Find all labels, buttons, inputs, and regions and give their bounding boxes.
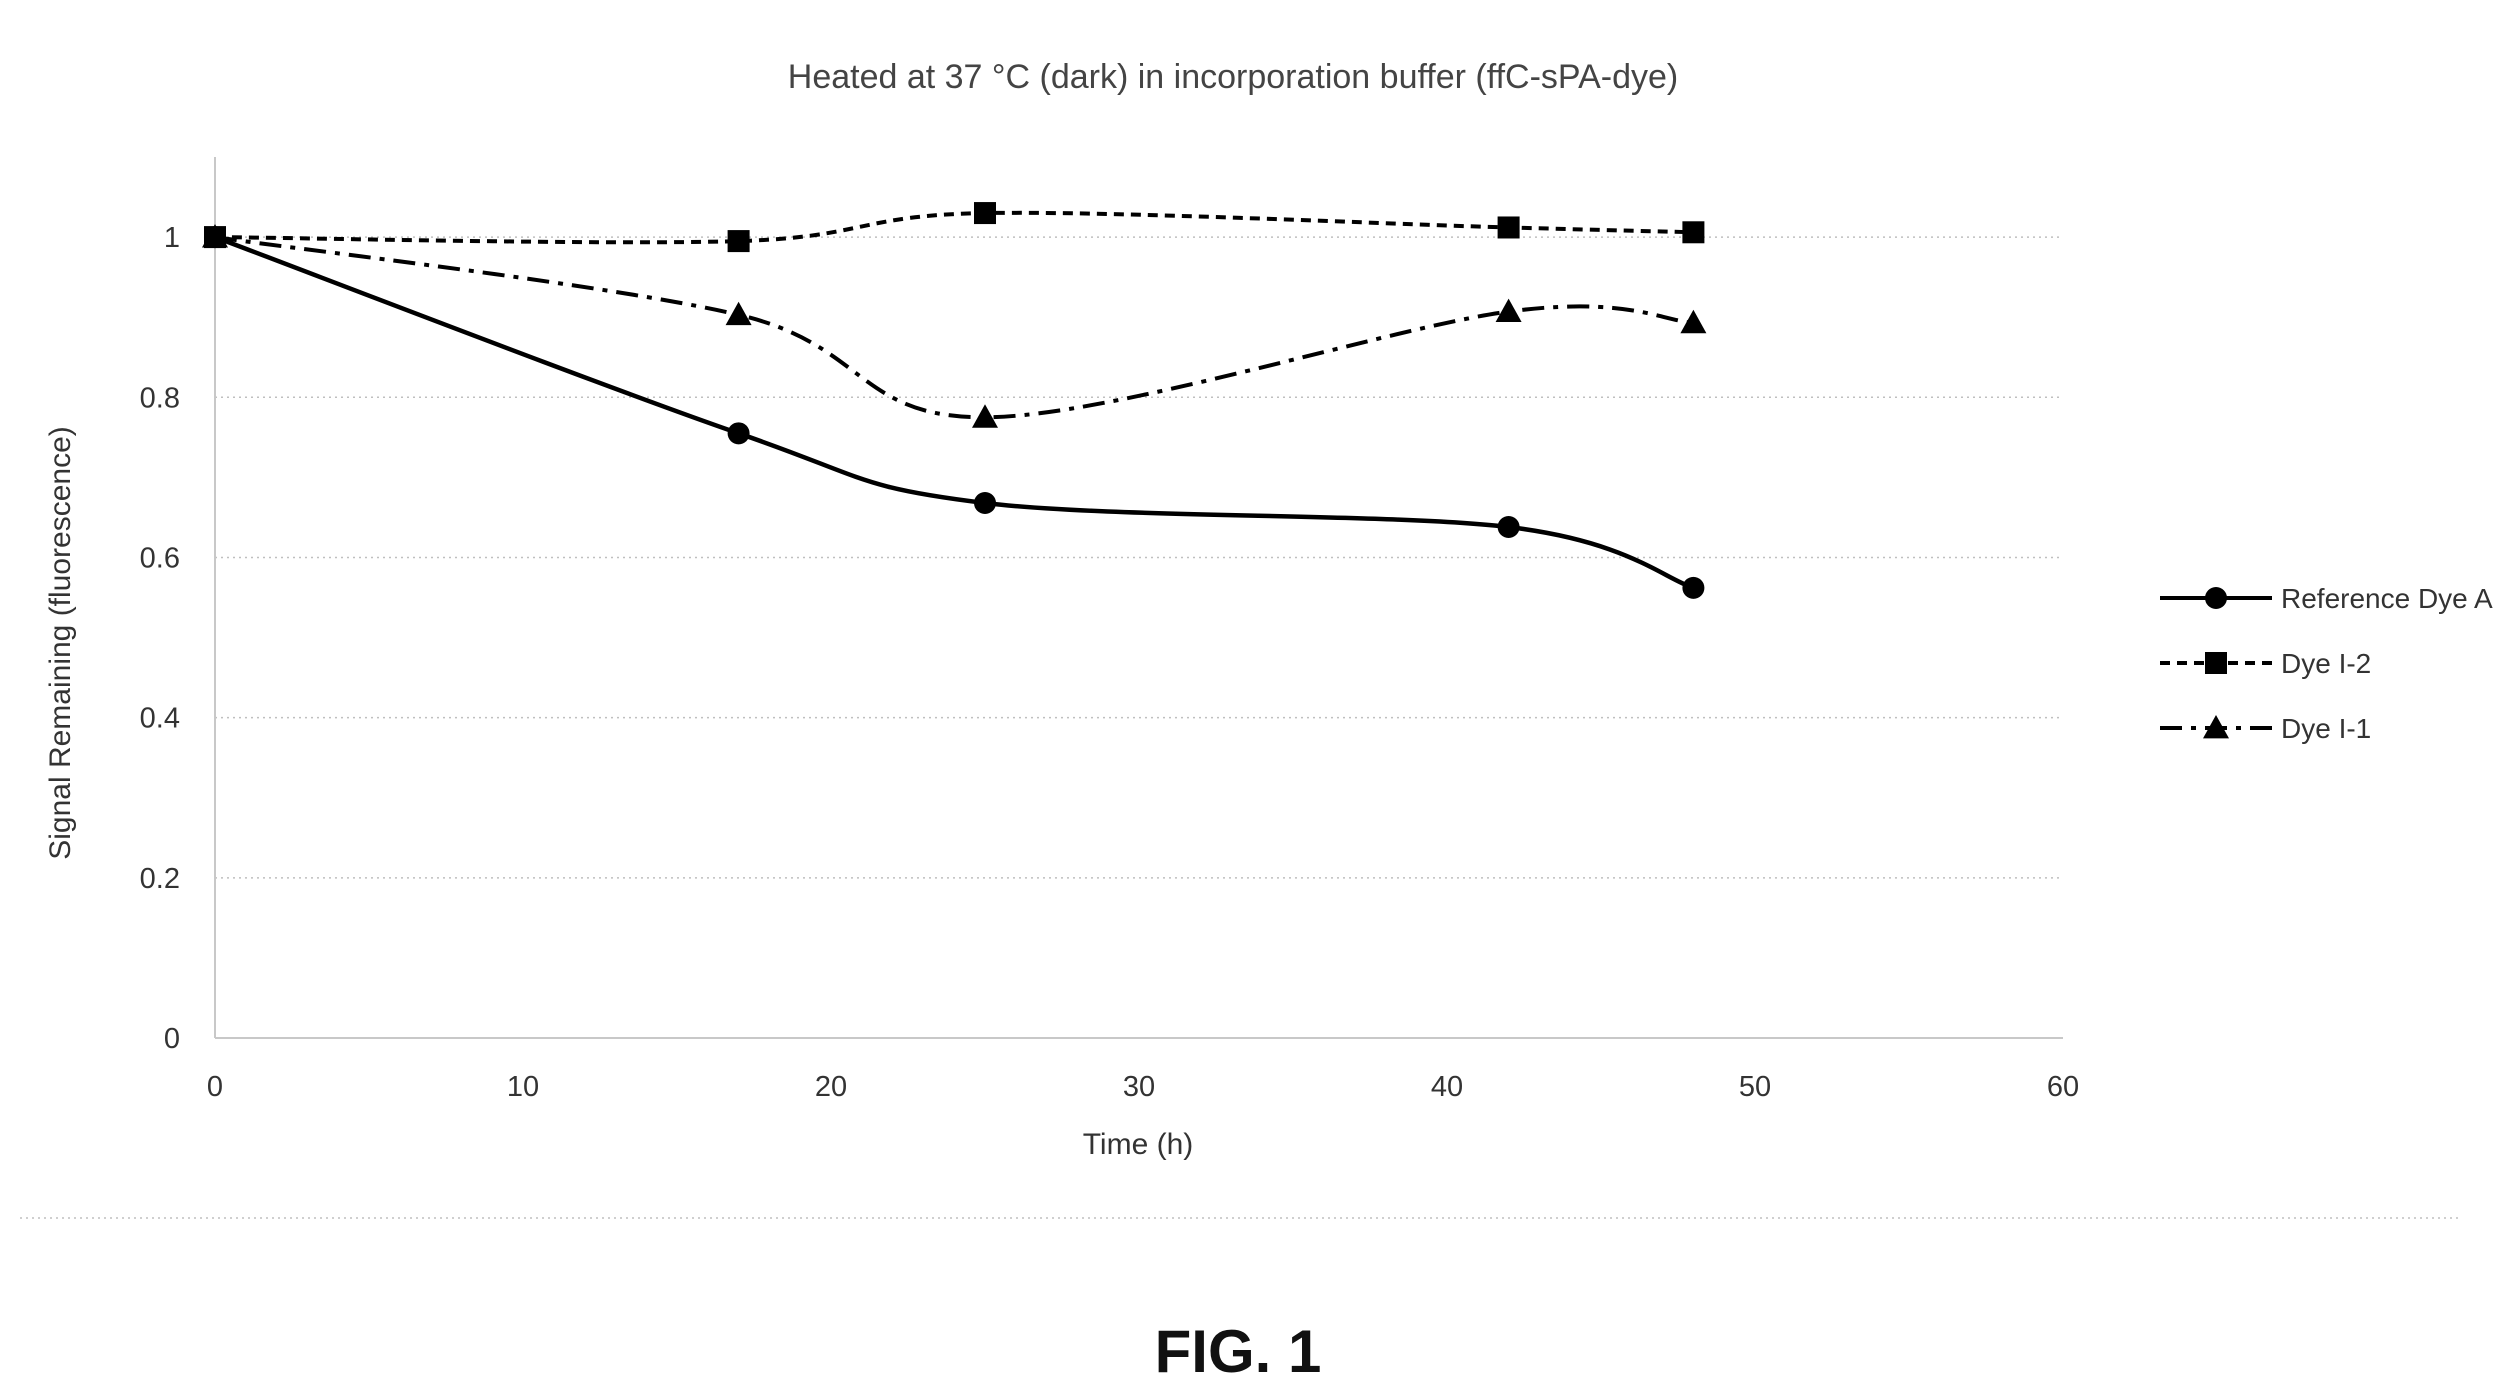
x-tick-label: 30	[1123, 1071, 1155, 1103]
data-point	[725, 301, 752, 326]
y-tick-label: 0.8	[140, 382, 180, 414]
data-point	[1680, 309, 1707, 334]
data-point	[727, 230, 750, 253]
data-point	[972, 404, 998, 428]
data-point	[727, 422, 750, 445]
x-tick-label: 10	[507, 1071, 539, 1103]
legend-marker	[2205, 587, 2227, 609]
legend: Reference Dye A Dye I-2 Dye I-1	[2160, 583, 2493, 744]
series-circle	[204, 226, 1705, 599]
legend-label: Dye I-1	[2281, 713, 2371, 744]
y-tick-label: 0.2	[140, 863, 180, 895]
x-tick-label: 20	[815, 1071, 847, 1103]
data-point	[1497, 216, 1520, 239]
x-axis-label: Time (h)	[1083, 1128, 1194, 1161]
data-point	[202, 224, 228, 248]
x-tick-label: 60	[2047, 1071, 2079, 1103]
data-point	[1495, 298, 1522, 322]
y-tick-label: 0.6	[140, 542, 180, 574]
series-line	[214, 234, 1695, 591]
y-tick-label: 0	[164, 1023, 180, 1055]
x-tick-label: 50	[1739, 1071, 1771, 1103]
data-point	[1497, 516, 1520, 539]
series-triangle	[202, 224, 1707, 428]
chart-title: Heated at 37 °C (dark) in incorporation …	[788, 58, 1678, 96]
legend-label: Dye I-2	[2281, 648, 2371, 679]
data-point	[1682, 221, 1705, 244]
series-line	[214, 235, 1694, 420]
legend-marker	[2205, 652, 2227, 674]
series-line	[214, 210, 1694, 245]
grid	[215, 236, 2063, 879]
data-point	[1682, 576, 1705, 599]
series-square	[204, 202, 1705, 253]
legend-entry: Dye I-1	[2160, 713, 2371, 744]
legend-entry: Dye I-2	[2160, 648, 2371, 679]
data-point	[974, 202, 996, 225]
data-point	[974, 491, 996, 514]
legend-label: Reference Dye A	[2281, 583, 2493, 614]
x-tick-label: 40	[1431, 1071, 1463, 1103]
y-axis-label: Signal Remaining (fluorescence)	[44, 426, 77, 860]
y-tick-label: 0.4	[140, 703, 180, 735]
legend-marker	[2203, 715, 2229, 739]
series-group	[202, 202, 1707, 599]
legend-entry: Reference Dye A	[2160, 583, 2493, 614]
figure-label: FIG. 1	[1155, 1318, 1322, 1385]
x-tick-label: 0	[207, 1071, 223, 1103]
y-tick-label: 1	[164, 222, 180, 254]
axes: 00.20.40.60.810 10 20 30 40 50 60	[140, 157, 2079, 1103]
